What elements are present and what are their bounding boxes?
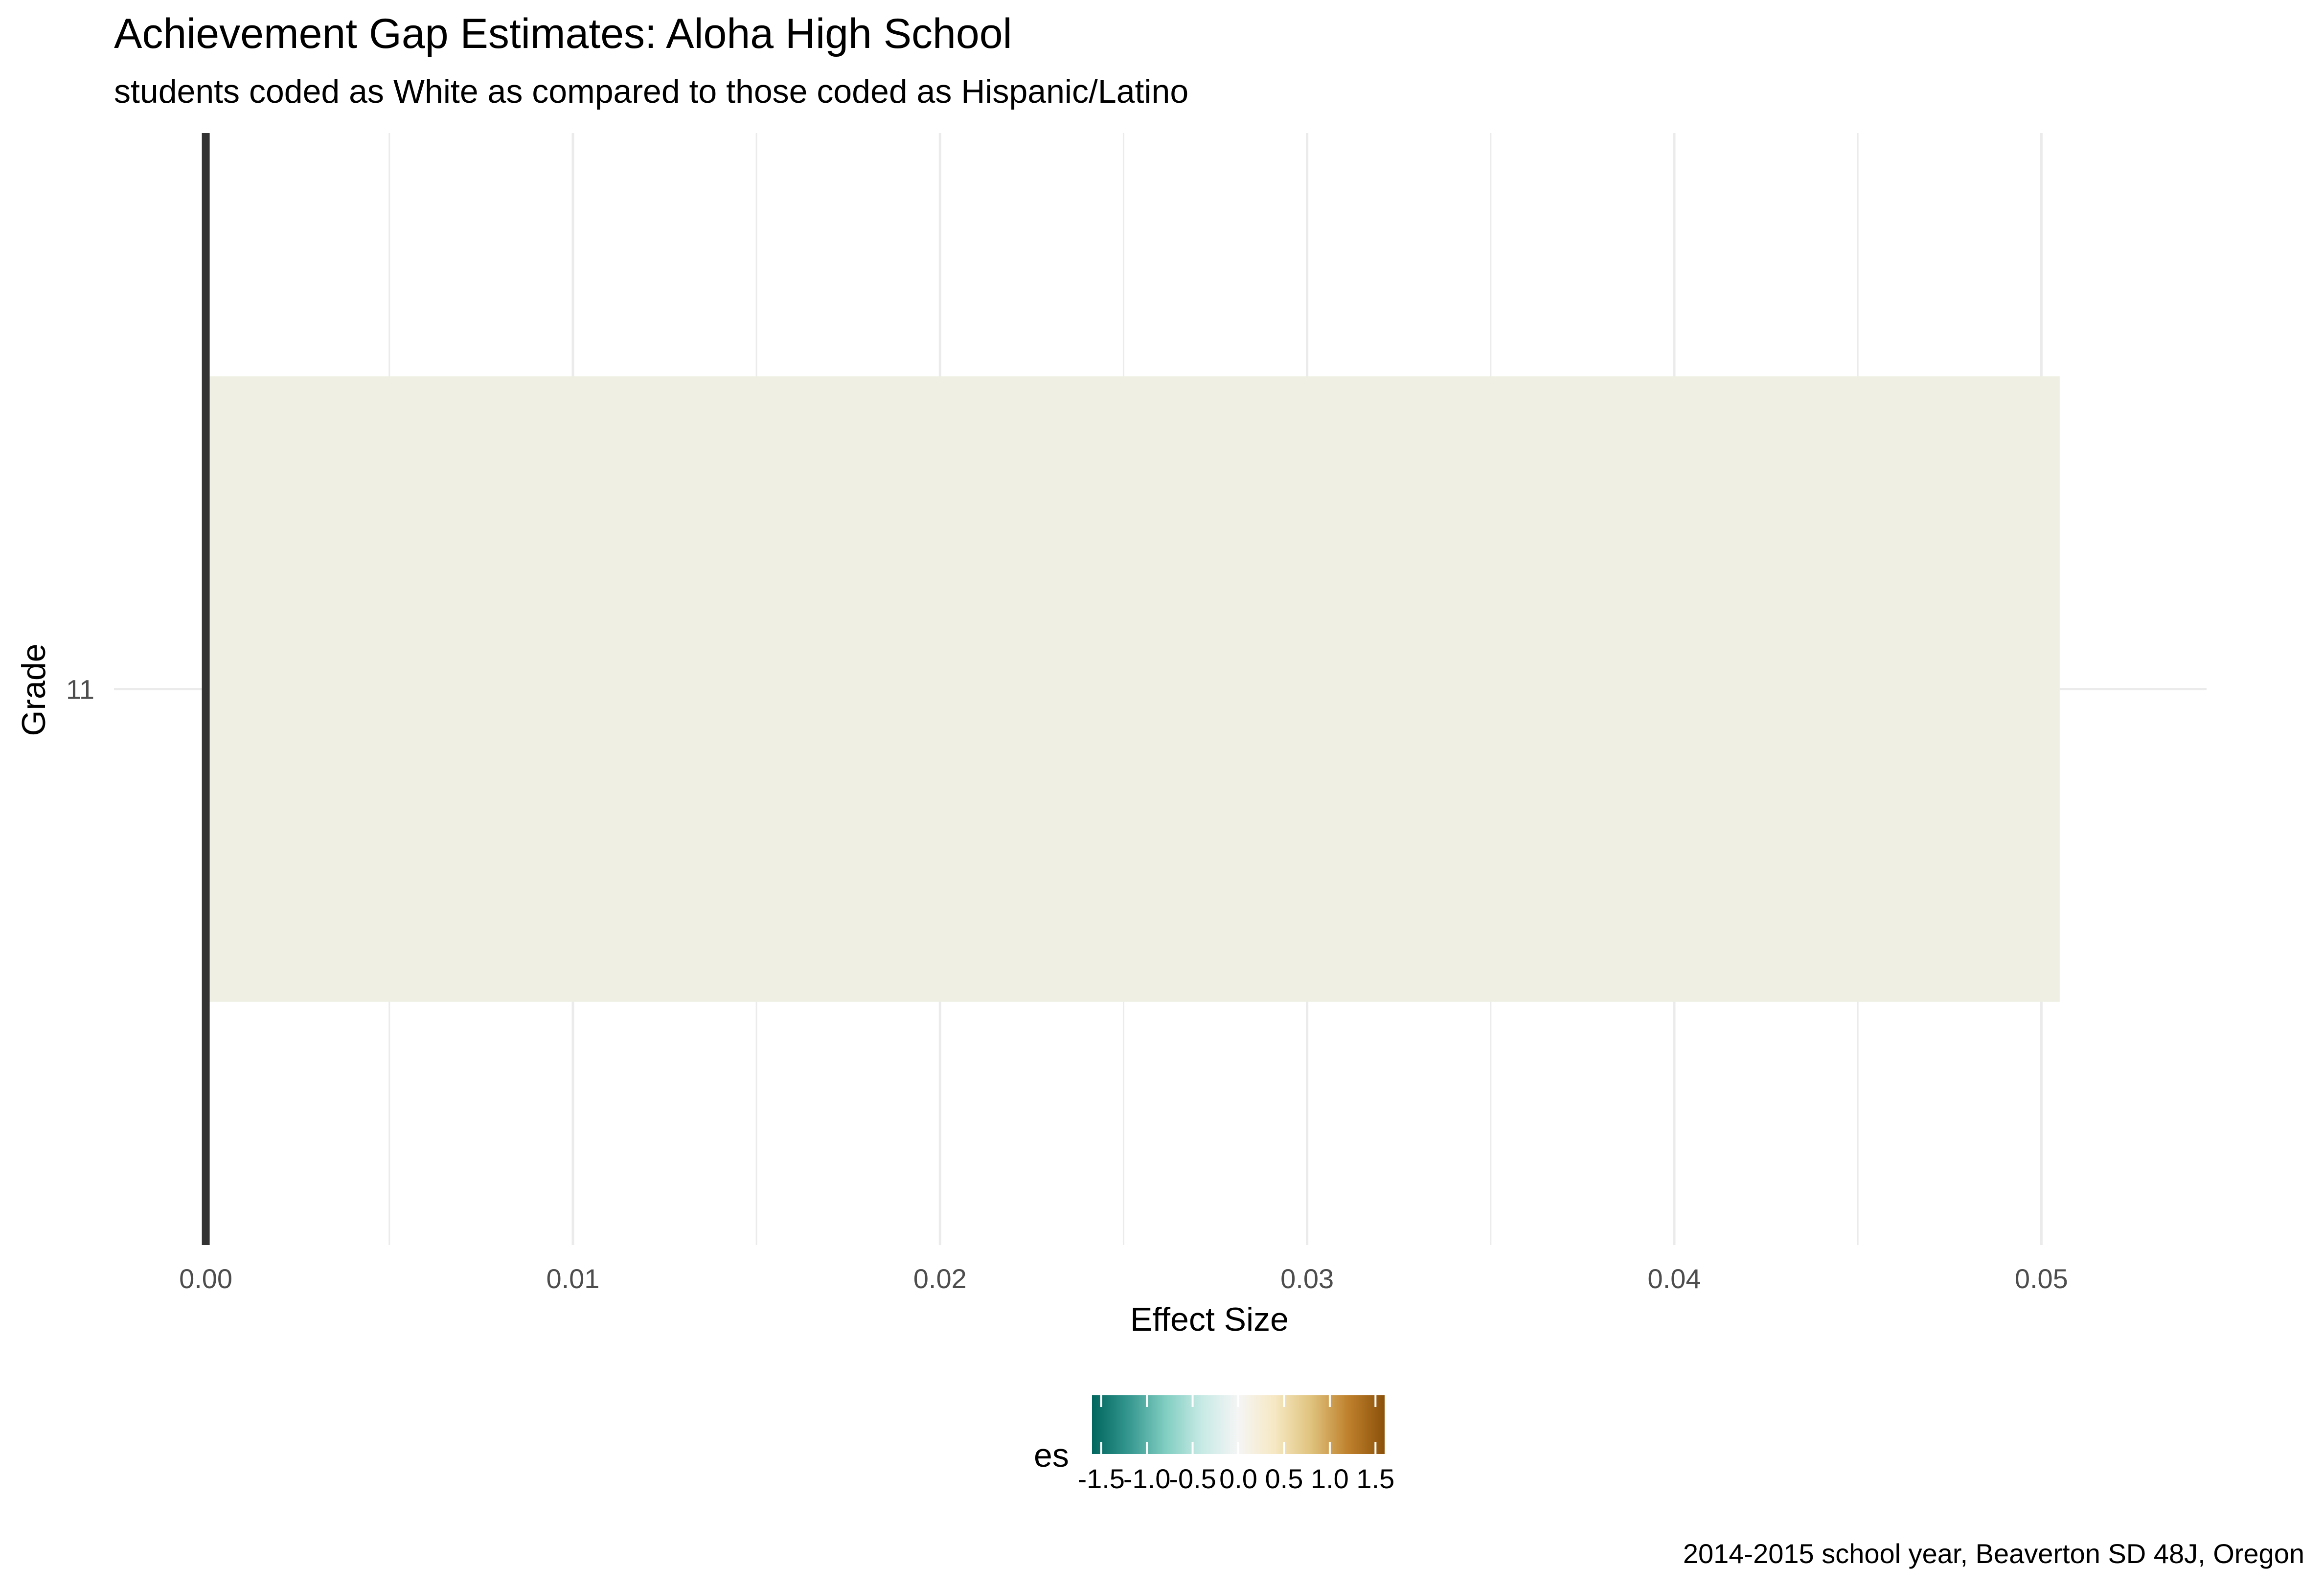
plot-area: [114, 133, 2207, 1245]
bar-grade-11: [205, 376, 2060, 1002]
legend-tick-label: -1.5: [1077, 1463, 1125, 1494]
legend-tick-label: 1.0: [1311, 1463, 1349, 1494]
chart-title: Achievement Gap Estimates: Aloha High Sc…: [114, 10, 1012, 57]
legend-title: es: [1034, 1437, 1069, 1474]
legend-tick-label: -1.0: [1123, 1463, 1171, 1494]
x-tick-label: 0.03: [1280, 1263, 1334, 1294]
legend-tick-label: -0.5: [1169, 1463, 1216, 1494]
legend-tick-label: 0.5: [1265, 1463, 1303, 1494]
y-tick-label: 11: [66, 674, 94, 705]
x-tick-label: 0.00: [179, 1263, 232, 1294]
chart-subtitle: students coded as White as compared to t…: [114, 73, 1188, 110]
x-tick-label: 0.04: [1647, 1263, 1701, 1294]
legend-ticks: -1.5-1.0-0.5 0.0 0.5 1.0 1.5: [1077, 1395, 1394, 1494]
x-tick-label: 0.01: [546, 1263, 599, 1294]
x-tick-label: 0.02: [913, 1263, 967, 1294]
chart-caption: 2014-2015 school year, Beaverton SD 48J,…: [1683, 1538, 2304, 1569]
y-axis-ticks: 11: [66, 674, 94, 705]
x-axis-ticks: 0.00 0.01 0.02 0.03 0.04 0.05: [179, 1263, 2068, 1294]
y-axis-label: Grade: [15, 644, 52, 736]
legend-tick-label: 0.0: [1219, 1463, 1257, 1494]
legend-tick-label: 1.5: [1356, 1463, 1394, 1494]
legend: es -1.5-1.0-0.5 0.0 0.5 1.0 1.5: [1034, 1395, 1394, 1494]
x-axis-label: Effect Size: [1130, 1301, 1289, 1338]
bars: [205, 376, 2060, 1002]
x-tick-label: 0.05: [2015, 1263, 2068, 1294]
